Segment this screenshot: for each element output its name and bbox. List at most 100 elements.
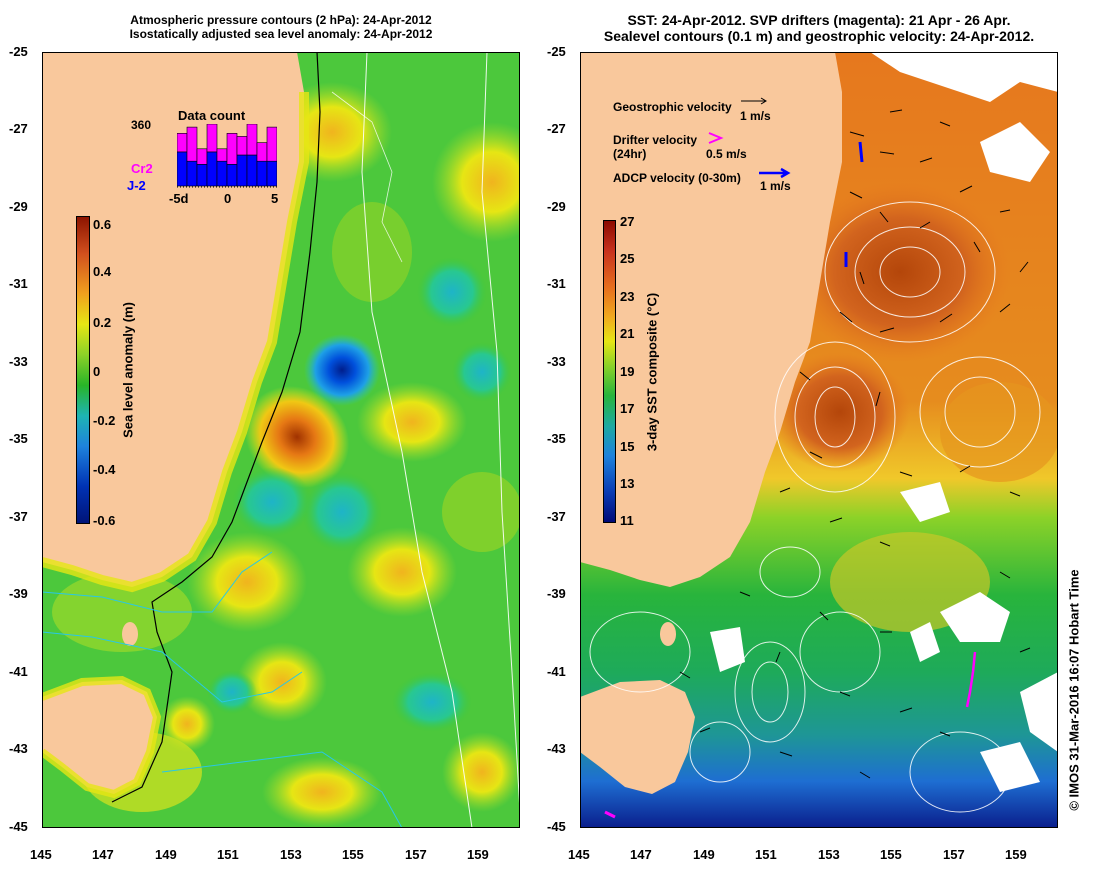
legend-adcp-scale: 1 m/s [760,179,791,193]
imos-credit: © IMOS 31-Mar-2016 16:07 Hobart Time [1066,569,1082,811]
y-tick: -33 [547,354,566,369]
y-tick: -37 [547,509,566,524]
sst-map [580,52,1058,828]
inset-bar-j2 [186,160,198,187]
legend-drifter-l1: Drifter velocity [613,133,698,147]
sst-colorbar-tick: 19 [620,364,635,379]
data-count-chart [177,124,277,188]
inset-bar-j2 [266,160,277,187]
x-tick: 153 [280,847,302,862]
sst-colorbar-tick: 11 [620,513,634,528]
inset-title: Data count [178,108,246,123]
y-tick: -35 [547,431,566,446]
x-tick: 149 [693,847,715,862]
inset-series-cr2: Cr2 [131,161,153,176]
inset-x-tick: 0 [224,191,232,206]
x-tick: 157 [943,847,965,862]
sla-colorbar [76,216,90,524]
x-tick: 159 [467,847,489,862]
y-tick: -45 [547,819,566,834]
inset-bar-cr2 [206,124,218,153]
inset-bar-j2 [216,160,228,187]
inset-bar-j2 [206,151,218,187]
left-title-line2: Isostatically adjusted sea level anomaly… [129,27,433,41]
y-tick: -43 [547,741,566,756]
y-tick: -41 [9,664,28,679]
inset-bar-cr2 [266,126,277,162]
inset-bar-cr2 [236,136,248,156]
sst-colorbar-tick: 23 [620,289,635,304]
inset-max-label: 360 [131,118,152,132]
sst-colorbar-tick: 17 [620,401,635,416]
x-tick: 151 [217,847,239,862]
geostrophic-arrow-icon [741,97,767,105]
inset-bar-cr2 [246,124,258,156]
inset-bar-j2 [196,163,208,187]
y-tick: -25 [547,44,566,59]
y-tick: -33 [9,354,28,369]
sla-colorbar-tick: -0.6 [93,513,116,528]
sla-colorbar-tick: 0 [93,364,101,379]
y-tick: -45 [9,819,28,834]
inset-bar-j2 [177,151,188,187]
sst-colorbar-tick: 27 [620,214,635,229]
x-tick: 153 [818,847,840,862]
inset-x-tick: 5 [271,191,279,206]
drifter-arrow-icon [708,132,724,144]
legend-adcp: ADCP velocity (0-30m) [613,171,741,185]
x-tick: 145 [30,847,52,862]
sla-map [42,52,520,828]
y-tick: -37 [9,509,28,524]
y-tick: -43 [9,741,28,756]
sla-colorbar-label: Sea level anomaly (m) [120,302,136,438]
y-tick: -25 [9,44,28,59]
y-tick: -29 [9,199,28,214]
inset-series-j2: J-2 [127,178,146,193]
x-tick: 159 [1005,847,1027,862]
inset-bar-j2 [246,154,258,187]
sla-colorbar-tick: -0.4 [93,462,116,477]
inset-bar-cr2 [226,133,238,165]
inset-bar-j2 [256,160,268,187]
y-tick: -27 [547,121,566,136]
sst-colorbar-tick: 21 [620,326,635,341]
y-tick: -31 [9,276,28,291]
sst-colorbar-tick: 25 [620,251,635,266]
inset-bar-j2 [236,154,248,187]
x-tick: 147 [92,847,114,862]
x-tick: 155 [342,847,364,862]
sla-colorbar-tick: 0.2 [93,315,112,330]
x-tick: 155 [880,847,902,862]
legend-drifter-l2: (24hr) [613,147,647,161]
y-tick: -39 [547,586,566,601]
legend-geostrophic-scale: 1 m/s [740,109,771,123]
sst-colorbar-tick: 13 [620,476,635,491]
sst-colorbar [603,220,616,523]
x-tick: 145 [568,847,590,862]
sla-colorbar-tick: 0.4 [93,264,112,279]
y-tick: -29 [547,199,566,214]
x-tick: 149 [155,847,177,862]
sla-colorbar-tick: -0.2 [93,413,116,428]
inset-bar-cr2 [216,148,228,162]
y-tick: -41 [547,664,566,679]
inset-bar-cr2 [186,126,198,162]
inset-bar-cr2 [196,148,208,165]
x-tick: 151 [755,847,777,862]
sst-colorbar-tick: 15 [620,439,635,454]
inset-bar-j2 [226,163,238,187]
legend-geostrophic: Geostrophic velocity [613,100,732,114]
y-tick: -31 [547,276,566,291]
x-tick: 157 [405,847,427,862]
adcp-arrow-icon [759,167,791,179]
left-title-line1: Atmospheric pressure contours (2 hPa): 2… [130,13,432,27]
sst-colorbar-label: 3-day SST composite (°C) [644,292,660,452]
legend-drifter-scale: 0.5 m/s [706,147,747,161]
inset-bar-cr2 [256,142,268,162]
y-tick: -39 [9,586,28,601]
right-title-line2: Sealevel contours (0.1 m) and geostrophi… [603,28,1035,44]
x-tick: 147 [630,847,652,862]
y-tick: -35 [9,431,28,446]
inset-bar-cr2 [177,133,188,153]
y-tick: -27 [9,121,28,136]
